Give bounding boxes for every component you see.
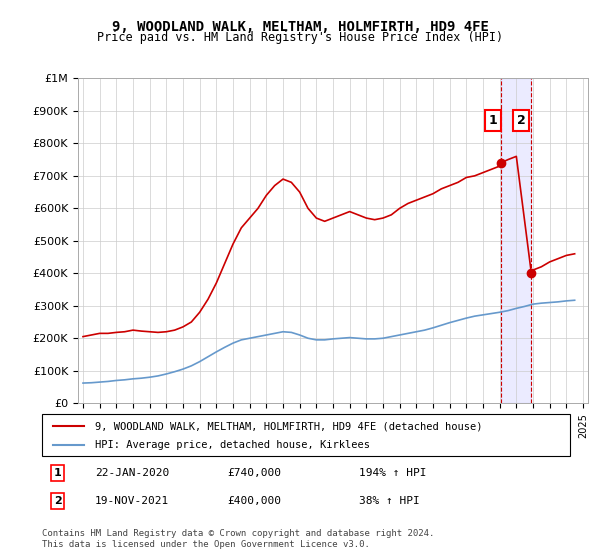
Text: £740,000: £740,000 [227,468,281,478]
Text: 19-NOV-2021: 19-NOV-2021 [95,496,169,506]
Text: £400,000: £400,000 [227,496,281,506]
Text: 9, WOODLAND WALK, MELTHAM, HOLMFIRTH, HD9 4FE (detached house): 9, WOODLAND WALK, MELTHAM, HOLMFIRTH, HD… [95,421,482,431]
Text: 1: 1 [54,468,62,478]
Text: Price paid vs. HM Land Registry's House Price Index (HPI): Price paid vs. HM Land Registry's House … [97,31,503,44]
Text: Contains HM Land Registry data © Crown copyright and database right 2024.
This d: Contains HM Land Registry data © Crown c… [42,529,434,549]
FancyBboxPatch shape [42,414,570,456]
Bar [501,78,532,403]
Text: 38% ↑ HPI: 38% ↑ HPI [359,496,419,506]
Text: 2: 2 [517,114,526,127]
Text: 194% ↑ HPI: 194% ↑ HPI [359,468,426,478]
Text: HPI: Average price, detached house, Kirklees: HPI: Average price, detached house, Kirk… [95,440,370,450]
Text: 2: 2 [54,496,62,506]
Text: 22-JAN-2020: 22-JAN-2020 [95,468,169,478]
Text: 9, WOODLAND WALK, MELTHAM, HOLMFIRTH, HD9 4FE: 9, WOODLAND WALK, MELTHAM, HOLMFIRTH, HD… [112,20,488,34]
Text: 1: 1 [488,114,497,127]
